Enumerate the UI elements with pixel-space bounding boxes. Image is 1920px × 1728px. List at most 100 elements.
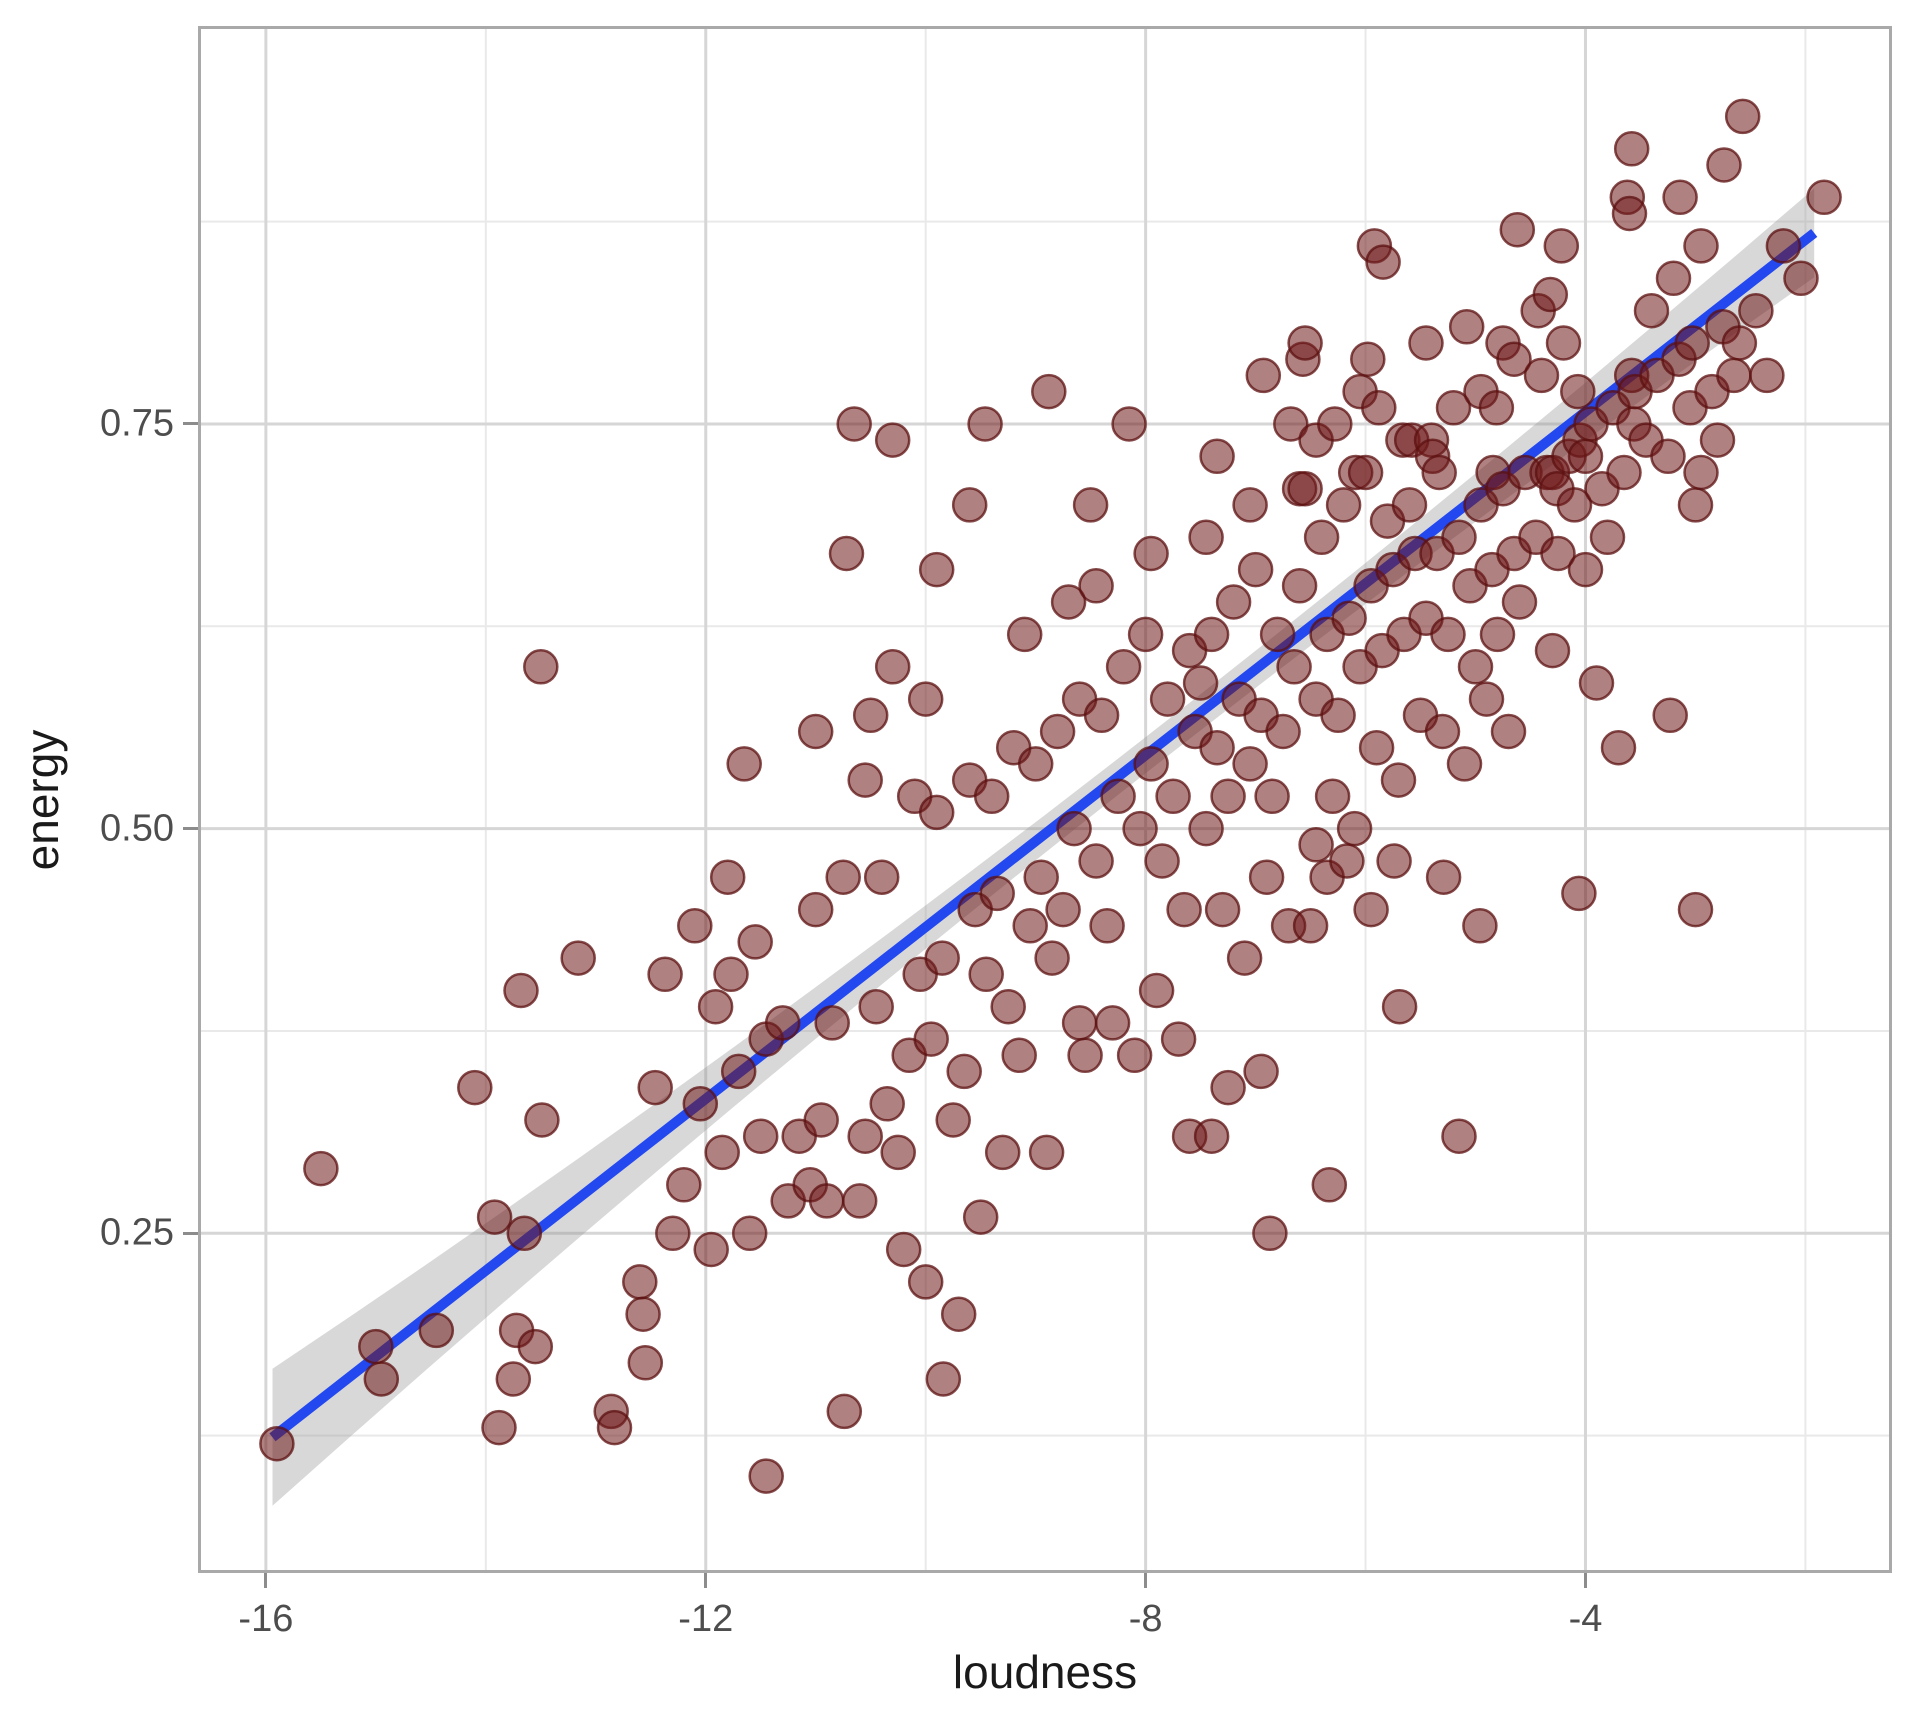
data-point [1750, 359, 1783, 392]
data-point [1432, 618, 1465, 651]
x-axis-title: loudness [953, 1645, 1137, 1699]
data-point [359, 1330, 392, 1363]
data-point [1382, 764, 1415, 797]
data-point [1124, 812, 1157, 845]
data-point [992, 990, 1025, 1023]
data-point [1351, 343, 1384, 376]
data-point [1427, 861, 1460, 894]
data-point [656, 1217, 689, 1250]
data-point [627, 1298, 660, 1331]
data-point [1536, 634, 1569, 667]
data-point [953, 488, 986, 521]
data-point [508, 1217, 541, 1250]
data-point [1234, 747, 1267, 780]
data-point [1217, 586, 1250, 619]
data-point [1245, 1055, 1278, 1088]
plot-panel [198, 26, 1892, 1573]
data-point [766, 1006, 799, 1039]
data-point [1459, 650, 1492, 683]
data-point [722, 1055, 755, 1088]
data-point [964, 1201, 997, 1234]
data-point [1036, 942, 1069, 975]
data-point [639, 1071, 672, 1104]
data-point [1602, 731, 1635, 764]
data-point [1162, 1023, 1195, 1056]
data-point [1267, 715, 1300, 748]
data-point [1135, 537, 1168, 570]
data-point [1739, 294, 1772, 327]
data-point [1201, 731, 1234, 764]
data-point [876, 424, 909, 457]
data-point [1480, 391, 1513, 424]
data-point [524, 650, 557, 683]
data-point [1253, 1217, 1286, 1250]
data-point [1069, 1039, 1102, 1072]
data-point [562, 942, 595, 975]
data-point [981, 877, 1014, 910]
data-point [744, 1120, 777, 1153]
y-axis-title: energy [15, 730, 69, 871]
data-point [1025, 861, 1058, 894]
data-point [1195, 618, 1228, 651]
data-point [1547, 327, 1580, 360]
data-point [865, 861, 898, 894]
data-point [1569, 553, 1602, 586]
data-point [1032, 375, 1065, 408]
x-tick-mark [704, 1573, 707, 1588]
data-point [1129, 618, 1162, 651]
y-tick-label: 0.25 [100, 1212, 174, 1255]
data-point [1615, 132, 1648, 165]
data-point [1808, 181, 1841, 214]
data-point [598, 1411, 631, 1444]
data-point [1113, 408, 1146, 441]
data-point [1278, 650, 1311, 683]
data-point [1014, 909, 1047, 942]
data-point [1239, 553, 1272, 586]
data-point [942, 1298, 975, 1331]
data-point [1545, 229, 1578, 262]
data-point [1289, 327, 1322, 360]
data-point [827, 861, 860, 894]
data-point [909, 1265, 942, 1298]
data-point [1074, 488, 1107, 521]
data-point [1785, 262, 1818, 295]
data-point [1443, 1120, 1476, 1153]
data-point [1058, 812, 1091, 845]
data-point [629, 1346, 662, 1379]
data-point [1322, 699, 1355, 732]
data-point [1338, 812, 1371, 845]
data-point [1591, 521, 1624, 554]
data-point [1393, 488, 1426, 521]
x-tick-label: -16 [238, 1598, 293, 1641]
data-point [920, 553, 953, 586]
data-point [799, 715, 832, 748]
data-point [715, 958, 748, 991]
data-point [816, 1006, 849, 1039]
data-point [733, 1217, 766, 1250]
data-point [1613, 197, 1646, 230]
data-point [1367, 246, 1400, 279]
data-point [684, 1087, 717, 1120]
data-point [1463, 909, 1496, 942]
data-point [1190, 812, 1223, 845]
data-point [927, 1363, 960, 1396]
data-point [1261, 618, 1294, 651]
data-point [1047, 893, 1080, 926]
data-point [1247, 359, 1280, 392]
plot-canvas [201, 29, 1889, 1570]
data-point [1561, 375, 1594, 408]
x-tick-mark [1144, 1573, 1147, 1588]
data-point [1283, 569, 1316, 602]
data-point [483, 1411, 516, 1444]
data-point [1685, 456, 1718, 489]
data-point [1423, 456, 1456, 489]
data-point [1652, 440, 1685, 473]
data-point [1201, 440, 1234, 473]
x-tick-mark [264, 1573, 267, 1588]
data-point [909, 683, 942, 716]
data-point [1096, 1006, 1129, 1039]
data-point [1654, 699, 1687, 732]
data-point [1676, 327, 1709, 360]
data-point [1146, 845, 1179, 878]
data-point [1318, 408, 1351, 441]
